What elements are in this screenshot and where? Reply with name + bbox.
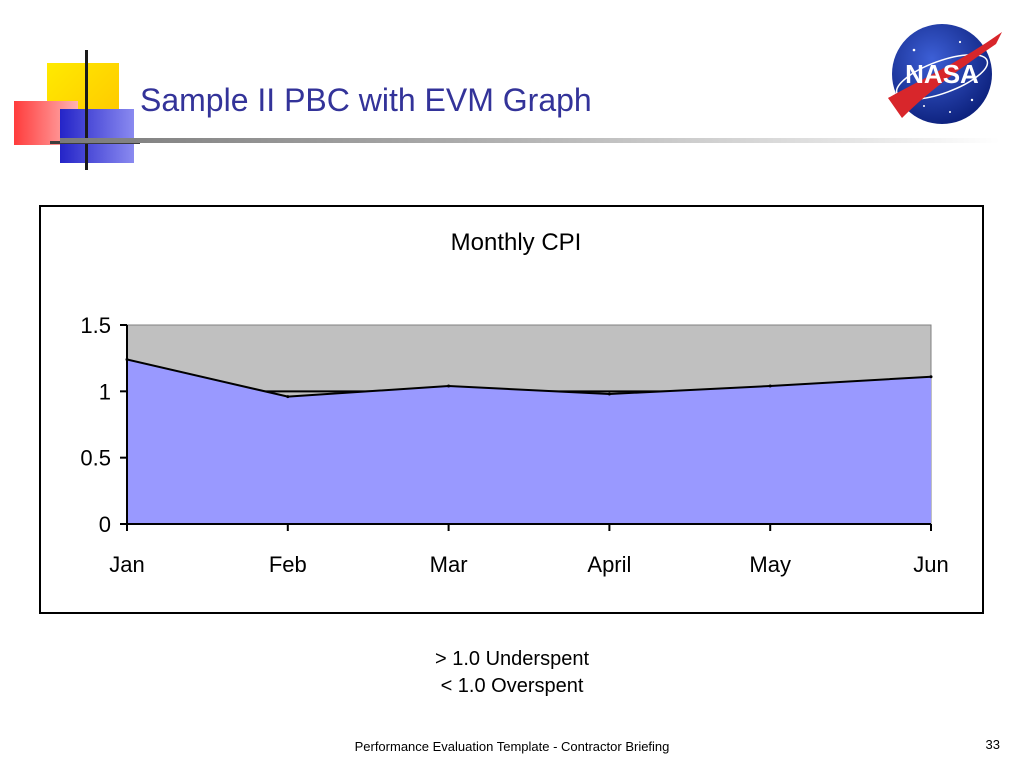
title-underline [60,138,1000,143]
x-tick-label: April [587,552,631,577]
logo-vector-swoosh [888,32,1002,118]
y-tick-label: 0 [99,512,111,537]
note-underspent: > 1.0 Underspent [435,648,589,670]
data-point-cpi [286,395,290,399]
series-line-cpi [126,358,932,398]
monthly-cpi-chart: Monthly CPI 0 0.5 1 1.5 Jan Feb Mar April May Jun [80,229,948,577]
nasa-logo: NASA [888,24,1002,124]
slide-title: Sample II PBC with EVM Graph [140,82,592,118]
data-point-cpi [607,392,611,396]
decor-blue-square [60,109,134,163]
data-point-cpi [929,375,933,379]
data-point-cpi [768,384,772,388]
x-tick-label: Jun [913,552,948,577]
data-point-cpi [447,384,451,388]
note-overspent: < 1.0 Overspent [440,675,584,697]
y-tick-label: 1.5 [80,313,111,338]
logo-text: NASA [905,59,979,89]
chart-frame: Monthly CPI 0 0.5 1 1.5 Jan Feb Mar April May Jun [39,205,984,614]
x-tick-label: Jan [109,552,144,577]
chart-title: Monthly CPI [451,229,582,256]
x-tick-label: May [749,552,791,577]
x-tick-label: Feb [269,552,307,577]
y-tick-label: 1 [99,379,111,404]
decor-vertical-line [85,50,88,170]
slide-number: 33 [985,737,1000,752]
area-series-cpi [127,359,931,524]
x-tick-label: Mar [430,552,468,577]
slide-footer: Performance Evaluation Template - Contra… [354,739,670,754]
y-tick-label: 0.5 [80,446,111,471]
